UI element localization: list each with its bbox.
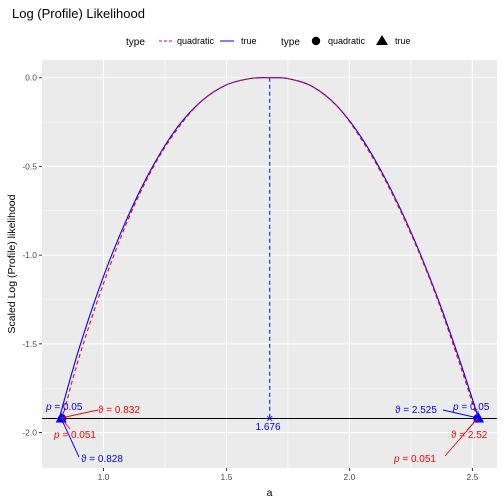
x-tick-label: 1.5 bbox=[221, 472, 233, 482]
mle-marker bbox=[266, 415, 273, 422]
chart-title: Log (Profile) Likelihood bbox=[12, 6, 145, 21]
axes: 1.0 1.5 2.0 2.5 0.0 -0.5 -1.0 -1.5 -2.0 bbox=[22, 73, 478, 482]
legend-true-triangle-key bbox=[376, 35, 388, 45]
annotation-leaders bbox=[60, 409, 479, 458]
reference-lines bbox=[42, 77, 497, 422]
legend-true-line-label: true bbox=[241, 36, 257, 46]
legend-true-shape-label: true bbox=[395, 36, 411, 46]
annotation-left-p-red: p = 0.051 bbox=[53, 430, 96, 441]
x-tick-label: 2.0 bbox=[344, 472, 356, 482]
legend-shape-title: type bbox=[281, 37, 300, 48]
y-tick-label: -1.5 bbox=[22, 339, 37, 349]
annotation-right-p-red: p = 0.051 bbox=[393, 454, 436, 465]
x-tick-label: 1.0 bbox=[98, 472, 110, 482]
leader-left-p-red bbox=[60, 417, 71, 430]
annotation-left-p-blue: p = 0.05 bbox=[45, 402, 83, 413]
leader-left-theta-red bbox=[60, 409, 99, 419]
x-tick-label: 2.5 bbox=[466, 472, 478, 482]
annotations: p = 0.05 ϑ = 0.832 p = 0.051 ϑ = 0.828 ϑ… bbox=[45, 402, 490, 465]
y-tick-label: -0.5 bbox=[22, 161, 37, 171]
y-tick-label: 0.0 bbox=[25, 73, 37, 83]
annotation-left-theta-blue: ϑ = 0.828 bbox=[81, 454, 123, 465]
leader-right-theta-blue bbox=[442, 409, 479, 419]
mle-label: 1.676 bbox=[255, 422, 280, 433]
annotation-left-theta-red: ϑ = 0.832 bbox=[98, 405, 140, 416]
leader-right-p-red bbox=[444, 417, 479, 457]
annotation-right-p-blue: p = 0.05 bbox=[452, 402, 490, 413]
legend-quadratic-shape-label: quadratic bbox=[328, 36, 366, 46]
y-tick-label: -1.0 bbox=[22, 250, 37, 260]
legend-linetype-title: type bbox=[126, 37, 145, 48]
leader-left-p-blue bbox=[60, 410, 65, 419]
annotation-right-theta-red: ϑ = 2.52 bbox=[451, 430, 488, 441]
legend: type quadratic true type quadratic true bbox=[126, 35, 411, 48]
x-axis-title: a bbox=[267, 487, 273, 499]
legend-quadratic-circle-key bbox=[311, 36, 321, 46]
y-tick-label: -2.0 bbox=[22, 428, 37, 438]
annotation-right-theta-blue: ϑ = 2.525 bbox=[395, 405, 437, 416]
y-axis-title: Scaled Log (Profile) likelihood bbox=[6, 194, 18, 333]
legend-quadratic-line-label: quadratic bbox=[177, 36, 215, 46]
leader-left-theta-blue bbox=[60, 417, 80, 458]
